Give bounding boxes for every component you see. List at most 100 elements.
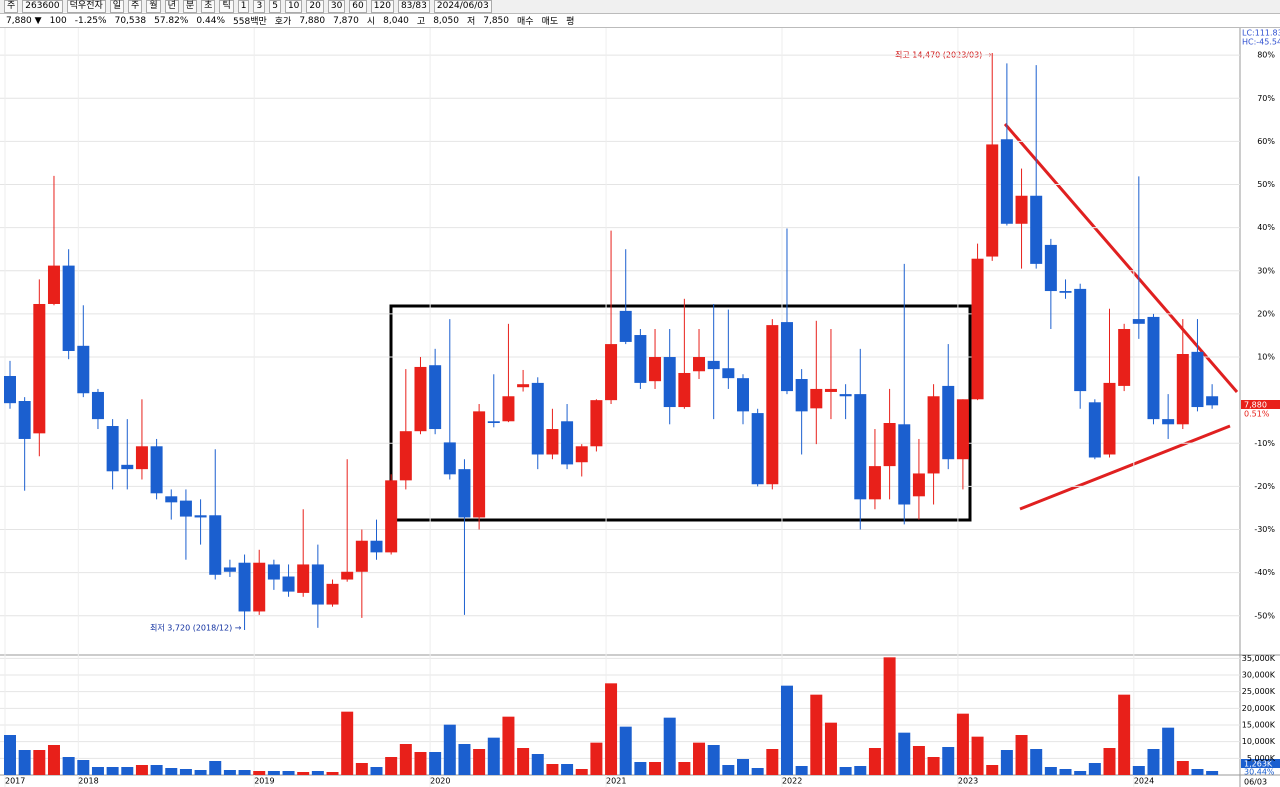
volume-bar [751,768,764,775]
candle-body [898,424,911,505]
candle-body [238,562,251,612]
toolbar-item[interactable]: 매수 [517,17,534,27]
toolbar-item[interactable]: 263600 [22,0,63,13]
toolbar-item[interactable]: 틱 [219,0,234,13]
toolbar-item[interactable]: 주 [128,0,143,13]
y-tick-label: 20% [1257,309,1275,318]
volume-bar [1118,694,1131,775]
y-tick-label: 20,000K [1242,704,1276,713]
trendline [1003,123,1239,393]
candle-body [106,426,119,472]
toolbar-item[interactable]: 30 [327,0,346,13]
toolbar-item[interactable]: 1 [237,0,250,13]
volume-bar [883,657,896,775]
toolbar-item[interactable]: 일 [109,0,125,13]
toolbar-item[interactable]: 5 [269,0,281,13]
toolbar-item[interactable]: 7,880 [299,15,326,26]
candle-body [267,564,280,580]
candle-body [810,388,823,409]
candle-body [707,360,720,370]
volume-bar [341,711,354,775]
candle-body [1015,195,1028,224]
toolbar-item[interactable]: 8,050 [433,15,459,26]
pct-label: 0.51% [1244,410,1270,419]
candle-body [150,446,163,494]
toolbar-item[interactable]: 8,040 [383,15,409,26]
toolbar-item[interactable]: 60 [349,0,367,13]
volume-bar [429,752,442,775]
candle-body [282,576,295,592]
toolbar-item[interactable]: 분 [182,0,198,13]
toolbar-item[interactable]: 2024/06/03 [433,0,492,13]
toolbar-item[interactable]: 주 [4,0,19,13]
toolbar-item[interactable]: 558백만 [233,17,267,27]
toolbar-item[interactable]: 7,850 [483,15,509,26]
toolbar-item[interactable]: 3 [253,0,266,13]
toolbar-item[interactable]: 100 [49,15,67,26]
candle-body [737,378,749,412]
volume-bar [473,749,486,775]
toolbar-item[interactable]: 매도 [541,17,559,27]
candle-body [971,258,984,400]
toolbar-item[interactable]: 70,538 [114,15,147,26]
volume-bar [282,771,295,775]
volume-bar [18,750,31,775]
volume-bar [546,764,559,775]
volume-bar [1206,771,1219,775]
candle-body [575,446,588,463]
candle-body [33,303,46,434]
toolbar-item[interactable]: 호가 [274,17,292,27]
volume-bar [1088,763,1101,775]
toolbar-item[interactable]: 0.44% [196,15,226,26]
candle-body [517,384,530,388]
candle-body [634,335,647,383]
volume-bar [1103,748,1116,775]
toolbar-item[interactable]: 10 [284,0,303,13]
toolbar-item[interactable]: 년 [164,0,179,13]
y-tick-label: 60% [1257,137,1275,146]
toolbar-item[interactable]: 월 [146,0,161,13]
toolbar-item[interactable]: -1.25% [74,15,107,26]
candle-body [912,473,925,497]
volume-bar [1030,749,1043,775]
candle-body [443,442,456,475]
candle-body [135,446,148,470]
candle-body [414,366,427,432]
toolbar-item[interactable]: 120 [370,0,394,13]
candle-body [458,469,471,518]
candle-body [663,357,676,408]
toolbar-item[interactable]: 57.82% [154,15,189,26]
volume-bar [942,747,955,775]
toolbar-item[interactable]: 7,870 [333,15,359,26]
toolbar-item[interactable]: 7,880 ▼ [6,15,42,26]
volume-bar [238,770,251,775]
candle-body [121,464,134,470]
volume-bar [487,737,500,775]
candle-body [1074,288,1087,392]
candle-body [62,265,75,351]
toolbar-item[interactable]: 저 [466,17,476,27]
toolbar-item[interactable]: 평 [566,17,575,27]
toolbar-item[interactable]: 시 [366,17,376,27]
y-tick-label: -10% [1254,439,1275,448]
candle-body [605,344,618,401]
candle-body [678,372,691,408]
toolbar-item[interactable]: 초 [201,0,216,13]
volume-bar [1015,735,1028,775]
volume-bar [956,713,969,775]
candle-body [473,411,486,518]
volume-bar [693,742,706,775]
candle-body [1162,419,1175,425]
volume-bar [502,716,515,775]
y-tick-label: 10% [1257,353,1275,362]
toolbar-item[interactable]: 덕우전자 [66,0,106,13]
volume-bar [165,768,178,775]
candle-body [868,466,881,500]
toolbar-item[interactable]: 83/83 [397,0,430,13]
toolbar-item[interactable]: 고 [416,17,426,27]
toolbar-item[interactable]: 20 [306,0,324,13]
candle-body [1147,316,1160,420]
vol-label: 1,263K [1244,760,1273,769]
volume-bar [326,772,339,775]
volume-bar [561,764,574,775]
